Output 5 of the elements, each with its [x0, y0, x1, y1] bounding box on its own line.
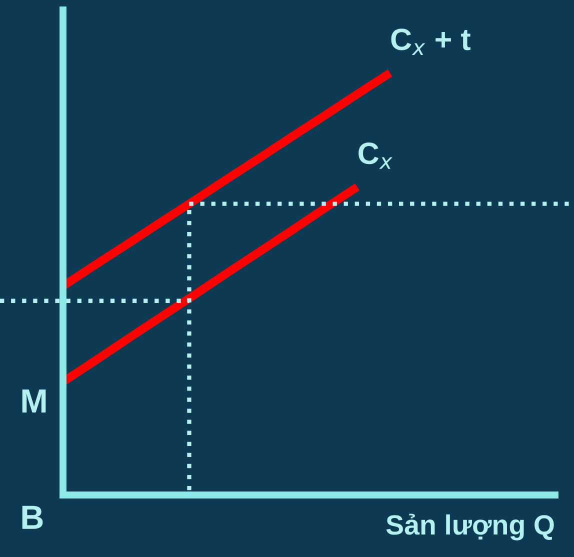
- series-label: C$_{x}$: [358, 142, 392, 169]
- text: M: [22, 390, 46, 412]
- text: B: [22, 506, 43, 529]
- series-label: C$_{x}$ + t: [391, 28, 470, 55]
- x-axis-title: Sản lượng Q: [386, 514, 554, 540]
